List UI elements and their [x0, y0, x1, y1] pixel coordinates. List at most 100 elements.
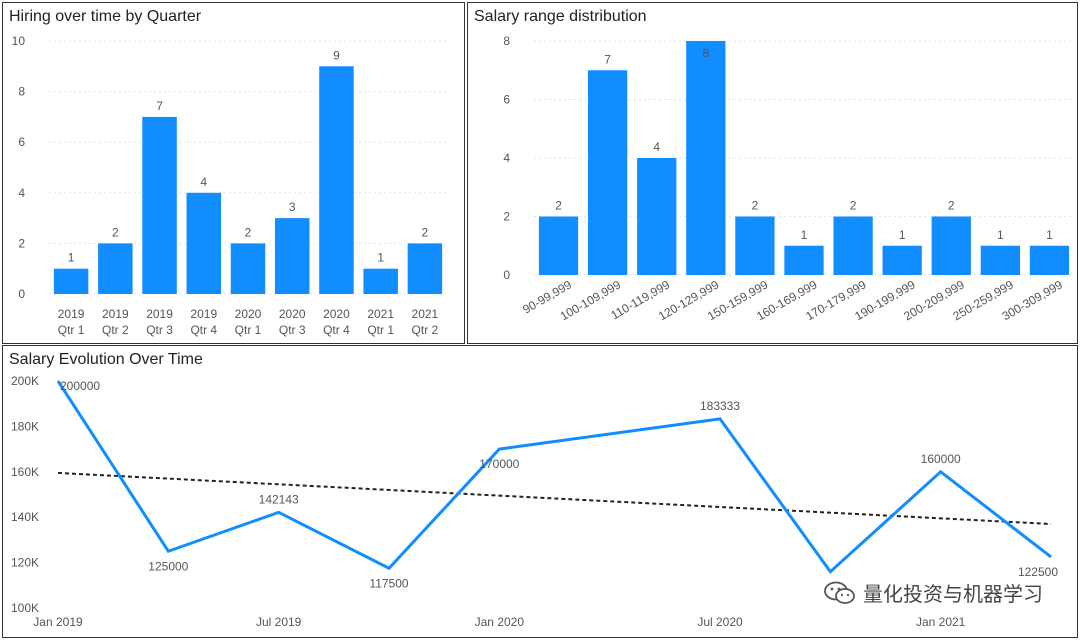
data-label: 200000 — [60, 379, 100, 393]
bar — [833, 216, 873, 275]
x-tick-label: Jul 2019 — [256, 615, 302, 629]
data-label: 170000 — [479, 457, 519, 471]
data-label: 1 — [377, 251, 384, 265]
y-tick-label: 180K — [11, 419, 39, 433]
watermark-text: 量化投资与机器学习 — [863, 584, 1043, 606]
bar — [274, 218, 310, 294]
bar — [407, 243, 443, 294]
y-tick-label: 8 — [18, 85, 25, 99]
data-label: 125000 — [148, 559, 188, 573]
bar — [882, 245, 922, 275]
data-label: 183333 — [700, 399, 740, 413]
bar — [784, 245, 824, 275]
y-tick-label: 2 — [18, 236, 25, 250]
y-tick-label: 8 — [503, 34, 510, 48]
watermark: 量化投资与机器学习 — [823, 578, 1043, 607]
x-tick-label: 2020 — [279, 307, 306, 321]
series-line — [56, 380, 1052, 574]
wechat-icon — [824, 581, 855, 604]
salary-evolution-chart-panel: Salary Evolution Over Time 100K 120K 140K 1… — [2, 345, 1078, 638]
x-tick-label: 2019 — [146, 307, 173, 321]
data-label: 9 — [333, 48, 340, 62]
bar — [637, 158, 677, 275]
x-tick-label: Qtr 4 — [323, 323, 350, 337]
x-tick-label: Qtr 3 — [146, 323, 173, 337]
salary-range-chart-panel: Salary range distribution 0 2 4 6 8 2 90-99,99… — [467, 2, 1078, 344]
data-label: 1 — [997, 228, 1004, 242]
x-tick-label: Qtr 1 — [235, 323, 262, 337]
bar — [980, 245, 1020, 275]
bar — [319, 66, 354, 294]
bar — [186, 192, 222, 294]
y-tick-label: 2 — [503, 210, 510, 224]
data-label: 2 — [112, 225, 119, 239]
data-label: 1 — [68, 251, 75, 265]
bar — [53, 268, 89, 294]
bar — [538, 216, 579, 275]
data-label: 2 — [948, 199, 955, 213]
y-tick-label: 6 — [503, 93, 510, 107]
bar — [931, 216, 971, 275]
y-tick-label: 10 — [12, 34, 26, 48]
salary-range-chart: 02468290-99,9997100-109,9994110-119,9998… — [503, 34, 1074, 323]
data-label: 4 — [200, 175, 207, 189]
data-label: 3 — [289, 200, 296, 214]
data-label: 160000 — [921, 452, 961, 466]
data-label: 142143 — [259, 492, 299, 506]
data-label: 122500 — [1018, 565, 1058, 579]
bar — [686, 41, 726, 275]
bar — [588, 70, 628, 275]
data-label: 8 — [702, 46, 709, 60]
data-label: 1 — [1046, 228, 1053, 242]
hiring-chart-title: Hiring over time by Quarter — [9, 8, 202, 25]
x-tick-label: 2020 — [323, 307, 350, 321]
x-tick-label: Qtr 1 — [58, 323, 85, 337]
hiring-chart: 0 2 4 6 8 10 1 2019 Qtr 1 2 2019 Qtr 2 7 2019 Qtr 3 4 20… — [12, 34, 447, 337]
y-tick-label: 0 — [18, 287, 25, 301]
salary-range-chart-title: Salary range distribution — [474, 8, 647, 25]
x-tick-label: 2019 — [58, 307, 85, 321]
data-label: 2 — [555, 199, 562, 213]
y-tick-label: 100K — [11, 601, 39, 615]
y-tick-label: 120K — [11, 556, 39, 570]
x-tick-label: Jan 2019 — [33, 615, 83, 629]
x-tick-label: Qtr 1 — [367, 323, 394, 337]
y-tick-label: 4 — [18, 186, 25, 200]
data-label: 2 — [422, 225, 429, 239]
bar — [735, 216, 775, 275]
x-tick-label: Qtr 2 — [412, 323, 439, 337]
y-tick-label: 160K — [11, 465, 39, 479]
salary-evolution-chart: 100K 120K 140K 160K 180K 200K Jan 2019 Jul 2019… — [11, 374, 1058, 629]
data-label: 1 — [899, 228, 906, 242]
y-tick-label: 4 — [503, 151, 510, 165]
y-tick-label: 140K — [11, 510, 39, 524]
y-tick-label: 200K — [11, 374, 39, 388]
bar — [142, 116, 177, 295]
data-label: 7 — [156, 99, 163, 113]
x-tick-label: Qtr 2 — [102, 323, 129, 337]
x-tick-label: 2021 — [412, 307, 439, 321]
bar — [1029, 245, 1070, 275]
x-tick-label: 2020 — [235, 307, 262, 321]
x-tick-label: 2021 — [367, 307, 394, 321]
x-tick-label: Qtr 4 — [190, 323, 217, 337]
data-label: 2 — [752, 199, 759, 213]
data-label: 1 — [801, 228, 808, 242]
x-tick-label: Jul 2020 — [697, 615, 743, 629]
data-label: 2 — [850, 199, 857, 213]
bar — [98, 243, 133, 294]
y-tick-label: 0 — [503, 268, 510, 282]
bar — [363, 268, 398, 294]
x-tick-label: Jan 2020 — [475, 615, 525, 629]
x-tick-label: 2019 — [102, 307, 129, 321]
x-tick-label: Jan 2021 — [916, 615, 966, 629]
data-label: 7 — [604, 52, 611, 66]
x-tick-label: Qtr 3 — [279, 323, 306, 337]
bar — [230, 243, 266, 294]
salary-evolution-chart-title: Salary Evolution Over Time — [9, 351, 203, 368]
trend-line — [57, 471, 1052, 526]
hiring-chart-panel: Hiring over time by Quarter 0 2 4 6 8 10 1 2019… — [2, 2, 465, 344]
data-label: 4 — [653, 140, 660, 154]
data-label: 2 — [245, 225, 252, 239]
x-tick-label: 2019 — [190, 307, 217, 321]
